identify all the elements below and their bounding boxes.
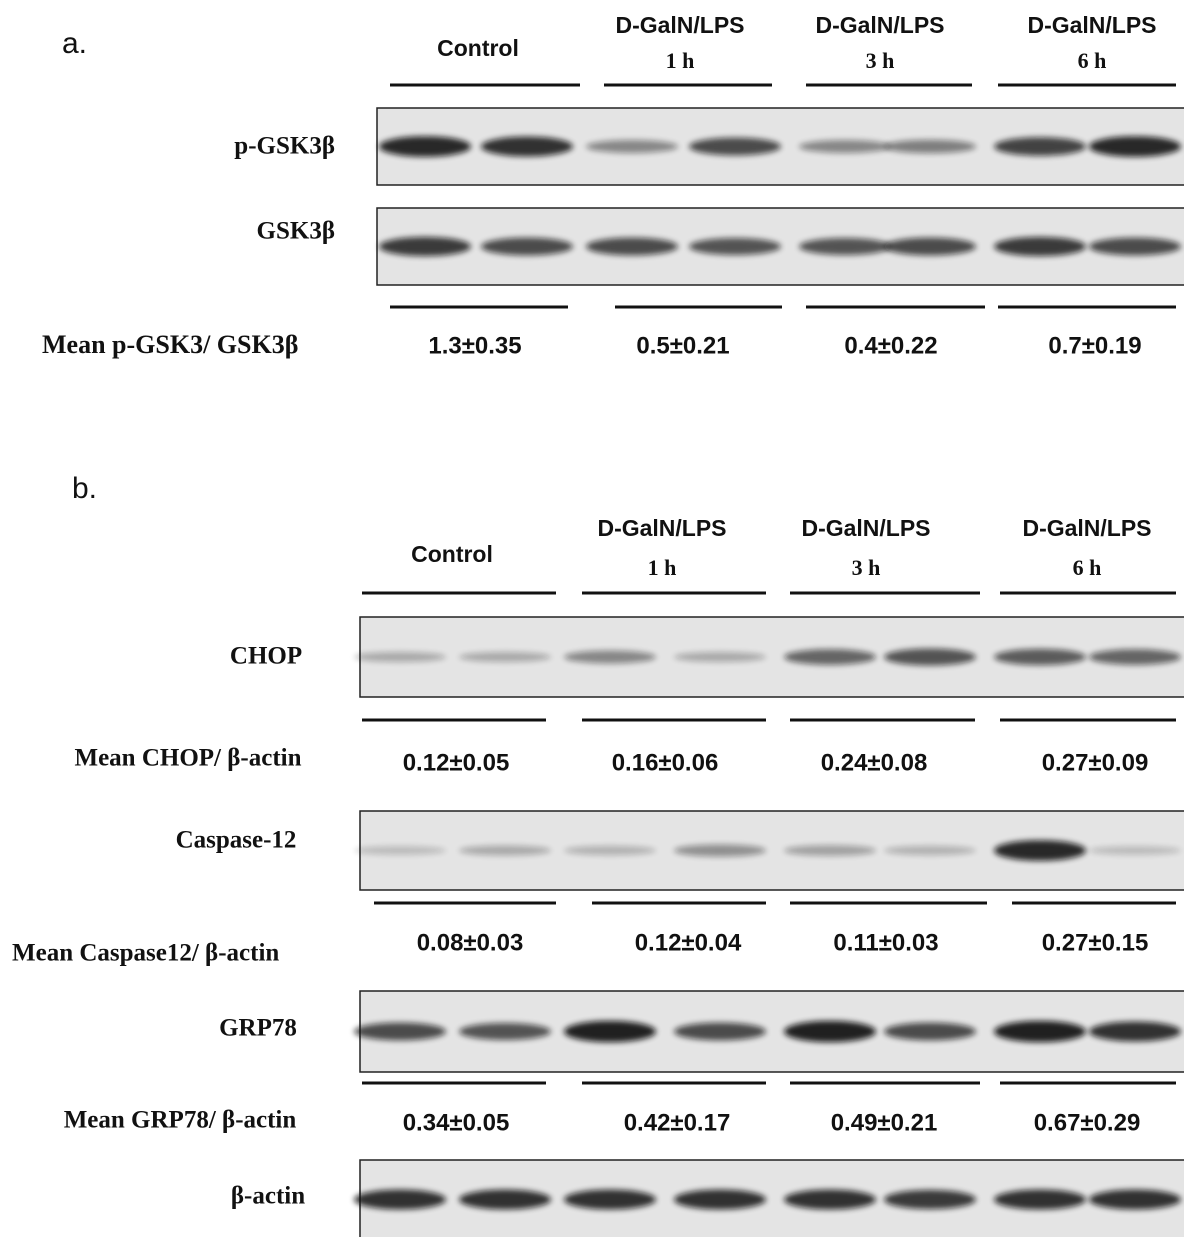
quant-value: 0.11±0.03 (833, 929, 938, 956)
band (884, 1023, 976, 1041)
band (884, 1190, 976, 1209)
group-title: D-GalN/LPS (1022, 515, 1151, 541)
band (459, 1190, 551, 1210)
band (689, 138, 781, 156)
band (1089, 1022, 1181, 1042)
quant-value: 0.5±0.21 (636, 332, 729, 359)
band (481, 137, 573, 157)
band (994, 1190, 1086, 1210)
blot-label: β-actin (231, 1183, 305, 1210)
blot-label: Caspase-12 (176, 827, 297, 854)
blot-label: GSK3β (257, 218, 335, 245)
band (586, 140, 678, 153)
group-time: 1 h (648, 555, 677, 580)
band (689, 238, 781, 255)
band (674, 1190, 766, 1210)
panel-label: a. (62, 27, 87, 60)
quant-label: Mean GRP78/ β-actin (64, 1107, 297, 1134)
quant-label: Mean p-GSK3/ GSK3β (42, 330, 298, 359)
band (1089, 1190, 1181, 1210)
group-time: 3 h (866, 48, 895, 73)
band (784, 1021, 876, 1042)
quant-value: 0.7±0.19 (1048, 332, 1141, 359)
group-time: 1 h (666, 48, 695, 73)
band (784, 649, 876, 665)
band (994, 840, 1086, 861)
band (1089, 846, 1181, 855)
quant-value: 0.49±0.21 (831, 1109, 938, 1136)
band (354, 1023, 446, 1041)
band (354, 652, 446, 662)
band (884, 238, 976, 256)
band (884, 846, 976, 855)
quant-value: 0.12±0.05 (403, 749, 510, 776)
band (799, 140, 891, 153)
quant-value: 0.42±0.17 (624, 1109, 731, 1136)
quant-value: 0.12±0.04 (635, 929, 742, 956)
band (674, 844, 766, 856)
figure: a. Control D-GalN/LPS 1 h D-GalN/LPS 3 h D-Gal… (0, 0, 1184, 1237)
band (994, 237, 1086, 256)
blot-label: CHOP (230, 643, 302, 670)
band (564, 1021, 656, 1042)
band (674, 1023, 766, 1041)
band (354, 1190, 446, 1210)
group-title: D-GalN/LPS (815, 12, 944, 38)
band (1089, 649, 1181, 665)
band (564, 846, 656, 855)
band (459, 652, 551, 662)
band (354, 846, 446, 855)
group-title: D-GalN/LPS (801, 515, 930, 541)
group-time: 3 h (852, 555, 881, 580)
quant-label: Mean CHOP/ β-actin (74, 745, 301, 772)
band (481, 238, 573, 256)
band (564, 1190, 656, 1210)
band (994, 649, 1086, 665)
page: a. Control D-GalN/LPS 1 h D-GalN/LPS 3 h D-Gal… (0, 0, 1184, 1237)
quant-label: Mean Caspase12/ β-actin (12, 940, 279, 967)
band (799, 238, 891, 255)
quant-value: 0.24±0.08 (821, 749, 928, 776)
group-title: D-GalN/LPS (1027, 12, 1156, 38)
band (379, 237, 471, 256)
band (459, 845, 551, 855)
band (379, 136, 471, 157)
band (784, 845, 876, 856)
group-title: D-GalN/LPS (597, 515, 726, 541)
band (884, 648, 976, 665)
quant-value: 0.34±0.05 (403, 1109, 510, 1136)
group-time: 6 h (1073, 555, 1102, 580)
band (784, 1190, 876, 1210)
panel-label: b. (72, 472, 97, 505)
band (564, 651, 656, 664)
band (1089, 136, 1181, 157)
blot-label: GRP78 (219, 1015, 297, 1042)
quant-value: 0.27±0.15 (1042, 929, 1149, 956)
band (994, 137, 1086, 156)
band (994, 1021, 1086, 1042)
quant-value: 0.16±0.06 (612, 749, 719, 776)
quant-value: 0.67±0.29 (1034, 1109, 1141, 1136)
band (674, 652, 766, 662)
quant-value: 0.08±0.03 (417, 929, 524, 956)
quant-value: 0.27±0.09 (1042, 749, 1149, 776)
band (459, 1023, 551, 1040)
group-title: Control (411, 541, 493, 567)
blot-label: p-GSK3β (234, 133, 335, 160)
band (884, 140, 976, 154)
group-title: D-GalN/LPS (615, 12, 744, 38)
band (586, 238, 678, 256)
group-title: Control (437, 35, 519, 61)
band (1089, 238, 1181, 256)
group-time: 6 h (1078, 48, 1107, 73)
quant-value: 1.3±0.35 (428, 332, 521, 359)
quant-value: 0.4±0.22 (844, 332, 937, 359)
